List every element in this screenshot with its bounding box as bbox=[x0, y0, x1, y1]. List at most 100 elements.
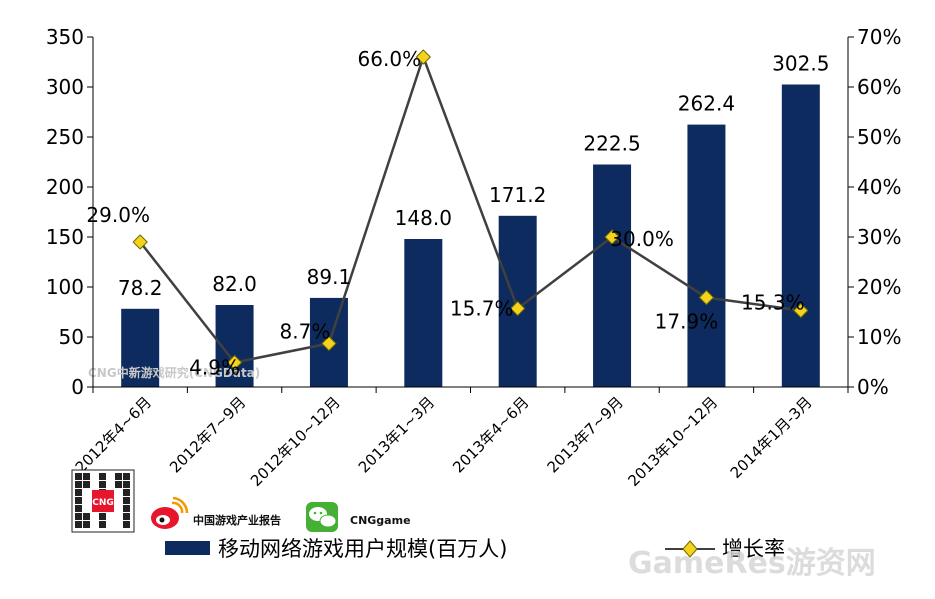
qr-cell bbox=[83, 521, 90, 528]
wechat-brand: CNGgame bbox=[306, 502, 411, 532]
bar-3 bbox=[404, 239, 443, 387]
qr-cell bbox=[83, 481, 90, 488]
growth-point-4 bbox=[509, 300, 526, 317]
y-right-tick-label-0: 0% bbox=[857, 375, 889, 399]
qr-cell bbox=[83, 513, 90, 520]
x-tick-label-3: 2013年1~3月 bbox=[355, 393, 438, 476]
y-left-tick-label-4: 200 bbox=[46, 175, 84, 199]
qr-cell bbox=[99, 481, 106, 488]
bar-value-label-7: 302.5 bbox=[772, 52, 829, 76]
axes-layer: 0 50 100 150 200 250 300 350 0% 10% 20% 30% 40% 50% 60… bbox=[46, 25, 902, 490]
weibo-account-name: 中国游戏产业报告 bbox=[193, 513, 281, 527]
growth-value-label-4: 15.7% bbox=[450, 297, 514, 321]
qr-cell bbox=[75, 505, 82, 512]
y-right-tick-label-2: 20% bbox=[857, 275, 901, 299]
y-right-tick-label-3: 30% bbox=[857, 225, 901, 249]
x-tick-label-2: 2012年10~12月 bbox=[247, 393, 344, 490]
data-labels-layer: 78.2 82.0 89.1 148.0 171.2 222.5 262.4 302.5 29.… bbox=[86, 47, 829, 380]
bar-6 bbox=[687, 124, 726, 387]
qr-badge-bg bbox=[92, 490, 114, 512]
qr-cell bbox=[99, 473, 106, 480]
weibo-brand: 中国游戏产业报告 bbox=[151, 496, 281, 529]
bar-value-label-6: 262.4 bbox=[678, 92, 735, 116]
bar-0 bbox=[121, 308, 160, 387]
growth-value-label-2: 8.7% bbox=[280, 320, 331, 344]
growth-point-5 bbox=[604, 229, 620, 245]
qr-cell bbox=[123, 481, 130, 488]
growth-value-label-0: 29.0% bbox=[86, 203, 150, 227]
legend-swatch-marker bbox=[682, 540, 698, 558]
qr-cell bbox=[123, 497, 130, 504]
qr-cell bbox=[75, 497, 82, 504]
y-right-tick-label-4: 40% bbox=[857, 175, 901, 199]
qr-cell bbox=[75, 481, 82, 488]
legend-label-line: 增长率 bbox=[722, 537, 785, 561]
qr-badge-text: CNG bbox=[92, 498, 114, 508]
qr-cell bbox=[75, 521, 82, 528]
y-right-tick-label-5: 50% bbox=[857, 125, 901, 149]
growth-point-1 bbox=[226, 354, 243, 371]
qr-code: CNG bbox=[71, 469, 135, 533]
growth-line-layer bbox=[132, 49, 809, 371]
y-left-tick-label-1: 50 bbox=[59, 325, 84, 349]
x-tick-label-1: 2012年7~9月 bbox=[166, 393, 249, 476]
qr-cell bbox=[115, 481, 122, 488]
x-tick-label-5: 2013年7~9月 bbox=[544, 393, 627, 476]
legend-swatch-bars bbox=[165, 541, 210, 555]
bar-5 bbox=[593, 164, 632, 387]
bar-value-label-4: 171.2 bbox=[489, 183, 546, 207]
growth-point-6 bbox=[698, 289, 715, 306]
growth-value-label-5: 30.0% bbox=[610, 227, 674, 251]
y-right-tick-label-7: 70% bbox=[857, 25, 901, 49]
growth-value-label-7: 15.3% bbox=[741, 291, 805, 315]
y-left-tick-label-7: 350 bbox=[46, 25, 84, 49]
chart-watermark: CNG中新游戏研究(CNGData) bbox=[88, 365, 260, 380]
qr-cell bbox=[75, 473, 82, 480]
qr-cell bbox=[99, 521, 106, 528]
growth-value-label-3: 66.0% bbox=[358, 47, 422, 71]
growth-point-0 bbox=[132, 234, 148, 250]
bar-value-label-0: 78.2 bbox=[118, 276, 163, 300]
qr-cell bbox=[75, 489, 82, 496]
bar-value-label-2: 89.1 bbox=[307, 265, 352, 289]
qr-cell bbox=[123, 473, 130, 480]
x-tick-label-0: 2012年4~6月 bbox=[72, 393, 155, 476]
weibo-icon bbox=[151, 496, 189, 529]
x-tick-label-7: 2014年1月-3月 bbox=[727, 393, 816, 482]
growth-point-3 bbox=[415, 49, 432, 65]
qr-cell bbox=[75, 513, 82, 520]
y-right-tick-label-1: 10% bbox=[857, 325, 901, 349]
growth-value-label-1: 4.9% bbox=[189, 356, 240, 380]
wechat-account-name: CNGgame bbox=[350, 514, 411, 527]
y-left-tick-label-3: 150 bbox=[46, 225, 84, 249]
bar-7 bbox=[781, 84, 820, 387]
growth-value-label-6: 17.9% bbox=[655, 310, 719, 334]
qr-cell bbox=[115, 473, 122, 480]
growth-line bbox=[139, 53, 801, 364]
y-left-tick-label-0: 0 bbox=[71, 375, 84, 399]
bar-value-label-1: 82.0 bbox=[212, 272, 257, 296]
growth-point-7 bbox=[793, 302, 809, 319]
y-left-tick-label-2: 100 bbox=[46, 275, 84, 299]
y-right-tick-label-6: 60% bbox=[857, 75, 901, 99]
y-left-tick-label-6: 300 bbox=[46, 75, 84, 99]
qr-cell bbox=[123, 513, 130, 520]
x-tick-label-4: 2013年4~6月 bbox=[449, 393, 532, 476]
legend-item-bars: 移动网络游戏用户规模(百万人) bbox=[165, 537, 507, 561]
qr-cell bbox=[83, 473, 90, 480]
qr-cell bbox=[99, 513, 106, 520]
x-tick-label-6: 2013年10~12月 bbox=[624, 393, 721, 490]
legend-label-bars: 移动网络游戏用户规模(百万人) bbox=[218, 537, 507, 561]
bars-layer bbox=[121, 84, 820, 387]
qr-cell bbox=[123, 521, 130, 528]
site-watermark: GameRes游资网 bbox=[628, 546, 876, 581]
bar-value-label-3: 148.0 bbox=[395, 206, 452, 230]
qr-cell bbox=[123, 489, 130, 496]
growth-point-2 bbox=[321, 335, 337, 352]
legend: 移动网络游戏用户规模(百万人) 增长率 bbox=[165, 537, 785, 561]
bar-value-label-5: 222.5 bbox=[583, 132, 640, 156]
wechat-icon bbox=[306, 502, 338, 532]
qr-cell bbox=[123, 505, 130, 512]
